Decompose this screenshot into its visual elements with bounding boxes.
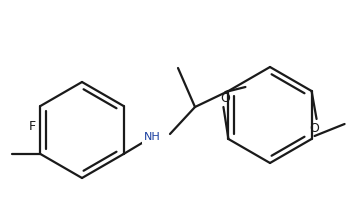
- Text: NH: NH: [144, 132, 161, 142]
- Text: O: O: [220, 92, 230, 106]
- Text: O: O: [310, 122, 319, 136]
- Text: F: F: [29, 120, 36, 133]
